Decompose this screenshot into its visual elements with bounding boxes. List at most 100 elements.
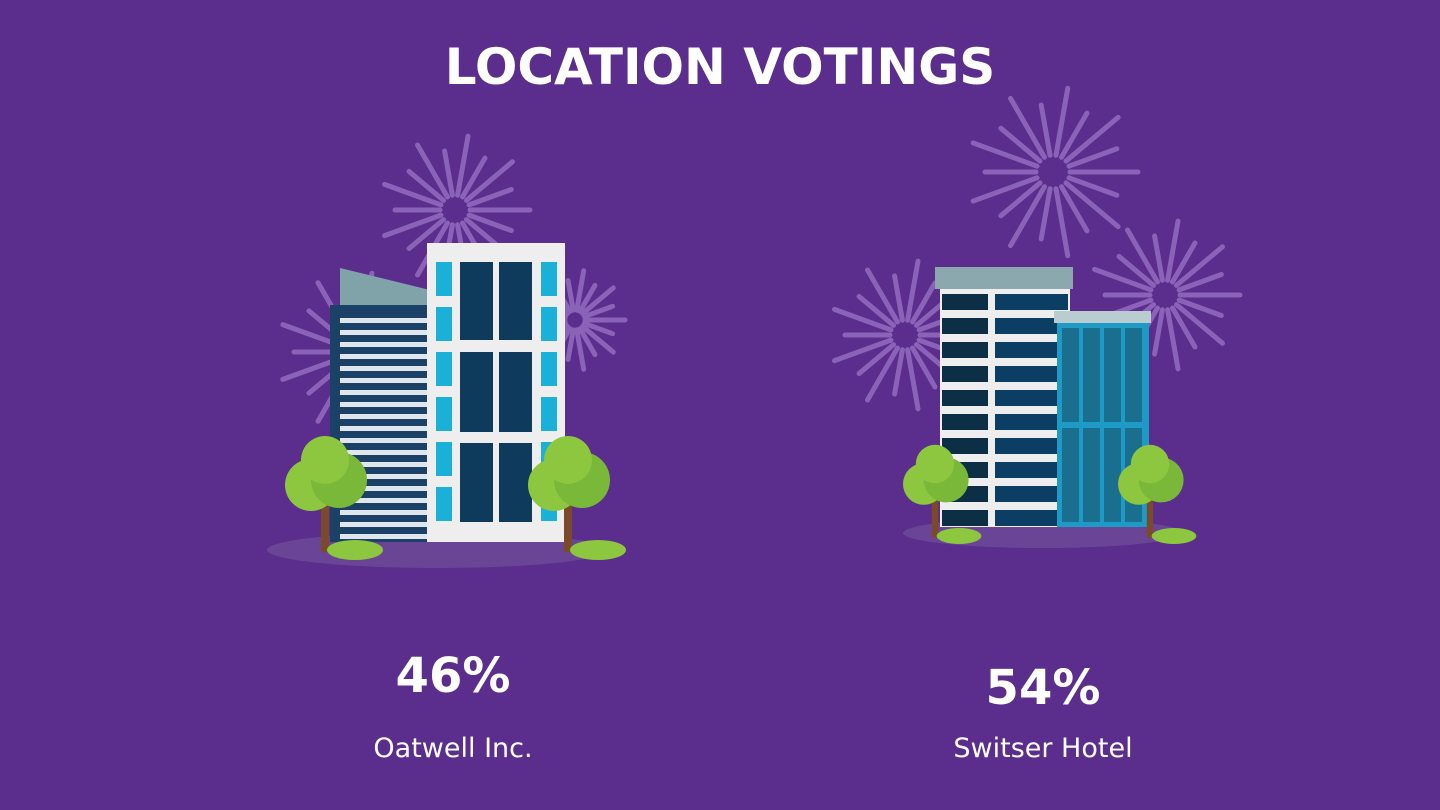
firework-ray <box>1125 227 1160 285</box>
window <box>942 414 988 430</box>
stripe <box>340 354 428 359</box>
roof <box>1054 311 1151 323</box>
firework-ray <box>970 140 1040 169</box>
firework-ray <box>1092 266 1154 293</box>
firework-ray <box>565 278 576 313</box>
title: LOCATION VOTINGS <box>444 38 996 96</box>
window <box>499 352 532 432</box>
firework-ray <box>580 285 616 317</box>
bush <box>936 528 982 544</box>
building-windows <box>1062 328 1142 522</box>
firework-ray <box>892 273 905 323</box>
pane <box>1083 428 1100 522</box>
firework-ray <box>970 175 1040 204</box>
foliage <box>1130 444 1170 484</box>
option-name: Oatwell Inc. <box>373 733 533 764</box>
stripe <box>340 390 428 395</box>
window <box>995 462 1068 478</box>
firework-ray <box>406 168 447 203</box>
firework-ray <box>1008 184 1047 249</box>
stripe <box>340 318 428 323</box>
firework-ray <box>466 186 514 208</box>
stripe <box>340 510 428 515</box>
stripe <box>340 462 428 467</box>
window <box>541 307 557 341</box>
firework-ray <box>580 323 616 355</box>
stripe <box>340 522 428 527</box>
window <box>436 397 452 431</box>
stripe <box>340 366 428 371</box>
firework-ray <box>463 159 515 203</box>
firework-ray <box>581 303 616 320</box>
firework-ray <box>865 267 900 325</box>
stripe <box>340 498 428 503</box>
building-windows <box>942 294 1068 526</box>
firework-ray <box>856 293 897 328</box>
firework-ray <box>905 347 921 412</box>
stripe <box>340 342 428 347</box>
bush <box>327 540 383 560</box>
pane <box>1062 328 1079 422</box>
building-windows <box>436 262 557 522</box>
firework-ray <box>865 345 900 403</box>
firework-ray <box>406 217 447 252</box>
firework-ray <box>832 337 894 364</box>
firework-ray <box>1152 307 1165 357</box>
firework-ray <box>1066 146 1120 169</box>
firework-ray <box>382 212 444 239</box>
firework-ray <box>581 320 616 337</box>
window <box>942 294 988 310</box>
firework-ray <box>442 148 455 198</box>
firework-ray <box>460 155 488 200</box>
firework-ray <box>910 280 938 325</box>
trunk <box>321 480 329 552</box>
firework-ray <box>1165 307 1181 372</box>
window <box>460 352 493 432</box>
percent: 46% <box>395 648 511 704</box>
window <box>995 342 1068 358</box>
pane <box>1083 328 1100 422</box>
foliage <box>301 436 349 484</box>
window <box>995 318 1068 334</box>
window <box>942 390 988 406</box>
firework-ray <box>998 180 1043 219</box>
firework-ray <box>892 347 905 397</box>
firework-ray <box>1170 305 1198 350</box>
window <box>942 510 988 526</box>
roof <box>935 267 1073 289</box>
trees <box>285 436 1197 560</box>
trunk <box>564 480 572 552</box>
stripe <box>340 414 428 419</box>
stripe <box>340 474 428 479</box>
firework-ray <box>415 142 450 200</box>
window <box>499 262 532 340</box>
window <box>436 487 452 521</box>
window <box>942 342 988 358</box>
pane <box>1125 328 1142 422</box>
pane <box>1062 428 1079 522</box>
foliage <box>915 444 955 484</box>
window <box>995 486 1068 502</box>
window <box>942 318 988 334</box>
firework-ray <box>1170 240 1198 285</box>
window <box>995 510 1068 526</box>
window <box>995 294 1068 310</box>
window <box>995 438 1068 454</box>
firework-ray <box>1038 102 1053 158</box>
firework-ray <box>574 268 587 313</box>
firework-ray <box>1165 218 1181 283</box>
window <box>436 352 452 386</box>
firework-ray <box>1008 95 1047 160</box>
window <box>436 262 452 296</box>
window <box>541 352 557 386</box>
bush <box>570 540 626 560</box>
firework-ray <box>382 181 444 208</box>
firework-ray <box>1176 271 1224 293</box>
window <box>541 397 557 431</box>
window <box>436 307 452 341</box>
firework-ray <box>1063 180 1121 230</box>
stripe <box>340 534 428 539</box>
window <box>499 443 532 522</box>
